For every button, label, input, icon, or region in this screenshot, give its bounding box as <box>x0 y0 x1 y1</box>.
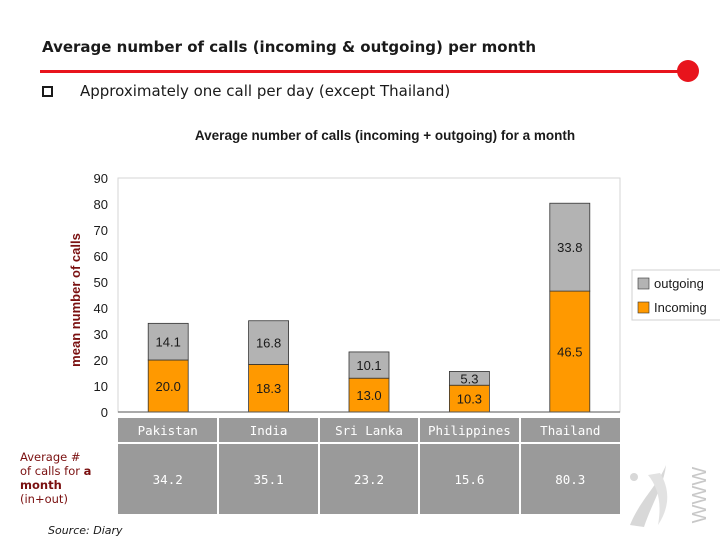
table-cell: 80.3 <box>519 443 620 514</box>
bar-outgoing <box>549 202 591 292</box>
bar-outgoing <box>348 351 390 379</box>
y-axis-title: mean number of calls <box>68 233 83 367</box>
chart-title: Average number of calls (incoming + outg… <box>195 128 575 143</box>
data-label-outgoing: 14.1 <box>156 335 181 350</box>
company-logo: WWW <box>630 465 711 527</box>
table-header-cell: Pakistan <box>118 418 220 444</box>
data-label-outgoing: 16.8 <box>256 336 281 351</box>
data-label-outgoing: 33.8 <box>557 240 582 255</box>
totals-table: Pakistan India Sri Lanka Philippines Tha… <box>118 418 620 514</box>
table-header-cell: Sri Lanka <box>318 418 421 444</box>
bullet-marker <box>42 86 53 97</box>
stacked-bar-chart: Average number of calls (incoming + outg… <box>68 128 720 420</box>
bar-incoming <box>348 377 390 413</box>
legend: outgoing Incoming <box>631 269 720 321</box>
row-label-line: of calls for <box>20 464 84 478</box>
legend-frame <box>631 269 720 321</box>
table-cell: 23.2 <box>318 443 421 514</box>
title-rule <box>40 70 688 73</box>
data-label-outgoing: 10.1 <box>356 358 381 373</box>
y-tick-label: 0 <box>101 405 108 420</box>
legend-swatch-incoming <box>637 301 650 314</box>
data-label-incoming: 10.3 <box>457 392 482 407</box>
table-row: 34.2 35.1 23.2 15.6 80.3 <box>118 443 620 514</box>
legend-label-outgoing: outgoing <box>654 276 704 291</box>
y-tick-label: 30 <box>94 327 108 342</box>
bar-outgoing <box>448 371 490 386</box>
bar-outgoing <box>248 320 290 365</box>
bullet-text: Approximately one call per day (except T… <box>80 82 451 100</box>
table-cell: 35.1 <box>218 443 320 514</box>
table-row-label: Average # of calls for a month (in+out) <box>20 450 91 506</box>
bar-incoming <box>549 290 591 413</box>
table-cell: 34.2 <box>118 443 220 514</box>
title-dot <box>677 60 699 82</box>
table-header-cell: Thailand <box>519 418 620 444</box>
table-header-row: Pakistan India Sri Lanka Philippines Tha… <box>118 418 620 444</box>
row-label-line: (in+out) <box>20 492 68 506</box>
table-cell: 15.6 <box>419 443 521 514</box>
source-note: Source: Diary <box>48 524 123 537</box>
row-label-line: month <box>20 478 62 492</box>
y-tick-label: 90 <box>94 171 108 186</box>
row-label-line: a <box>83 464 92 478</box>
legend-swatch-outgoing <box>637 277 650 290</box>
table-header-cell: Philippines <box>419 418 521 444</box>
bar-incoming <box>248 364 290 413</box>
data-label-incoming: 46.5 <box>557 345 582 360</box>
y-tick-label: 70 <box>94 223 108 238</box>
row-label-line: Average # <box>20 450 81 464</box>
bar-outgoing <box>147 322 189 361</box>
y-tick-label: 80 <box>94 197 108 212</box>
data-label-incoming: 18.3 <box>256 381 281 396</box>
data-label-incoming: 20.0 <box>156 379 181 394</box>
y-tick-label: 10 <box>94 379 108 394</box>
legend-label-incoming: Incoming <box>654 300 707 315</box>
slide-title: Average number of calls (incoming & outg… <box>42 38 537 56</box>
table-header-cell: India <box>218 418 320 444</box>
y-tick-label: 20 <box>94 353 108 368</box>
data-label-outgoing: 5.3 <box>460 371 478 386</box>
y-tick-label: 60 <box>94 249 108 264</box>
svg-text:WWW: WWW <box>689 467 711 524</box>
bar-incoming <box>147 359 189 413</box>
y-tick-label: 50 <box>94 275 108 290</box>
data-label-incoming: 13.0 <box>356 388 381 403</box>
y-tick-label: 40 <box>94 301 108 316</box>
